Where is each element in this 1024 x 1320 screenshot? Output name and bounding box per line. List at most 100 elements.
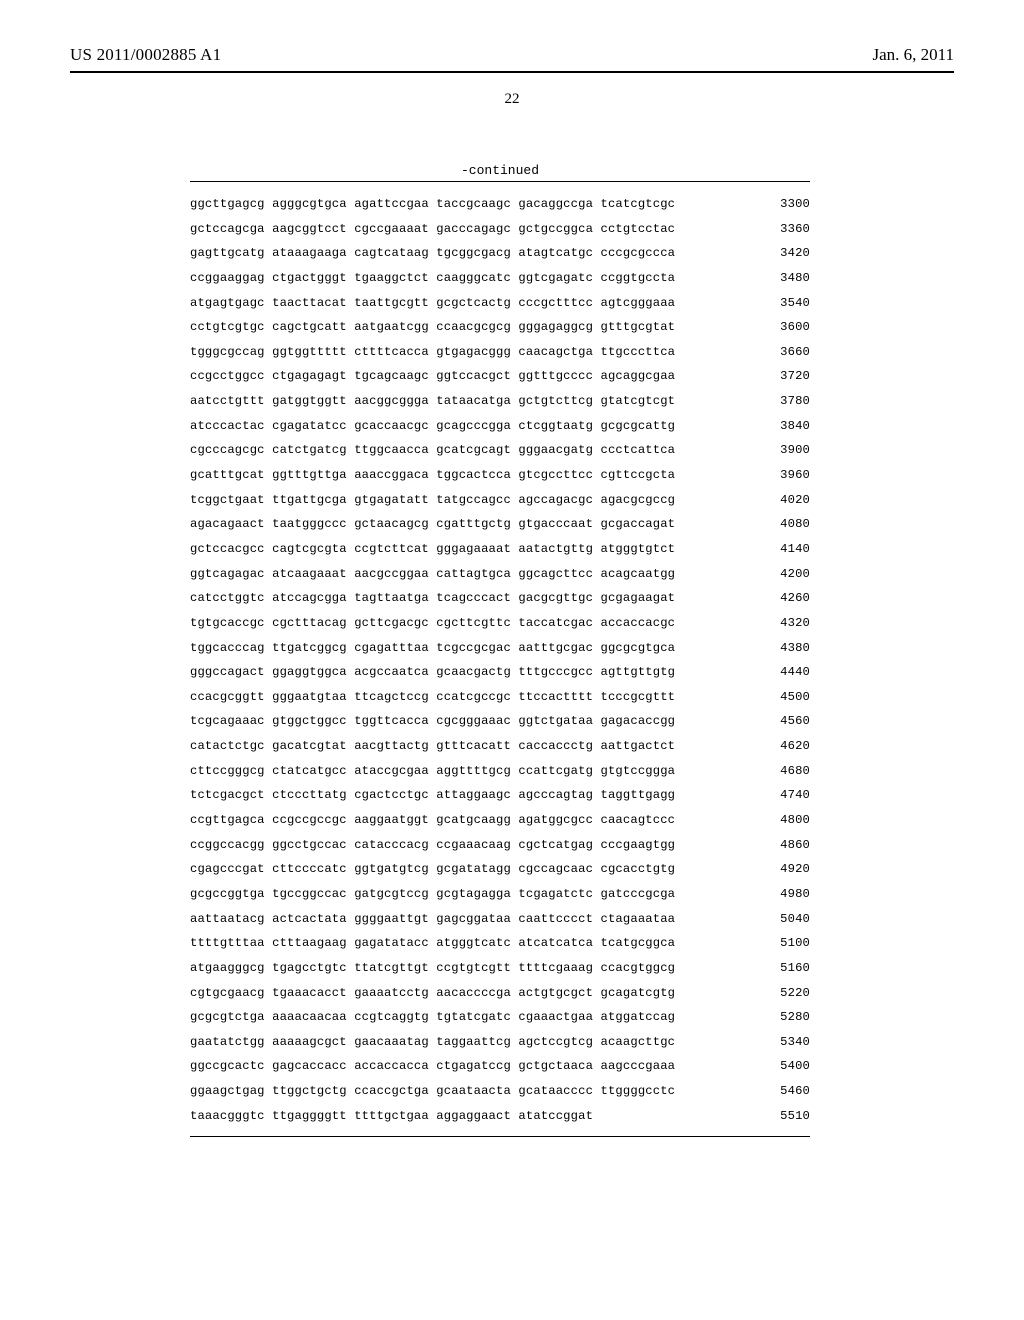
sequence-position: 4920	[740, 857, 810, 882]
sequence-text: tgggcgccag ggtggttttt cttttcacca gtgagac…	[190, 340, 675, 365]
sequence-position: 4140	[740, 537, 810, 562]
sequence-position: 3300	[740, 192, 810, 217]
sequence-position: 4560	[740, 709, 810, 734]
sequence-position: 3660	[740, 340, 810, 365]
sequence-row: catactctgc gacatcgtat aacgttactg gtttcac…	[190, 734, 810, 759]
sequence-position: 5100	[740, 931, 810, 956]
sequence-row: cctgtcgtgc cagctgcatt aatgaatcgg ccaacgc…	[190, 315, 810, 340]
sequence-row: ggtcagagac atcaagaaat aacgccggaa cattagt…	[190, 562, 810, 587]
sequence-position: 5340	[740, 1030, 810, 1055]
sequence-text: gagttgcatg ataaagaaga cagtcataag tgcggcg…	[190, 241, 675, 266]
sequence-row: gcgccggtga tgccggccac gatgcgtccg gcgtaga…	[190, 882, 810, 907]
sequence-row: gggccagact ggaggtggca acgccaatca gcaacga…	[190, 660, 810, 685]
sequence-position: 5280	[740, 1005, 810, 1030]
continued-label: -continued	[190, 163, 810, 178]
sequence-text: tctcgacgct ctcccttatg cgactcctgc attagga…	[190, 783, 675, 808]
sequence-position: 4080	[740, 512, 810, 537]
sequence-text: tcggctgaat ttgattgcga gtgagatatt tatgcca…	[190, 488, 675, 513]
sequence-text: gcatttgcat ggtttgttga aaaccggaca tggcact…	[190, 463, 675, 488]
sequence-position: 3480	[740, 266, 810, 291]
sequence-position: 5220	[740, 981, 810, 1006]
sequence-text: aattaatacg actcactata ggggaattgt gagcgga…	[190, 907, 675, 932]
sequence-position: 3540	[740, 291, 810, 316]
sequence-row: tcggctgaat ttgattgcga gtgagatatt tatgcca…	[190, 488, 810, 513]
sequence-row: cgagcccgat cttccccatc ggtgatgtcg gcgatat…	[190, 857, 810, 882]
sequence-text: ccggaaggag ctgactgggt tgaaggctct caagggc…	[190, 266, 675, 291]
sequence-text: cgagcccgat cttccccatc ggtgatgtcg gcgatat…	[190, 857, 675, 882]
sequence-row: gctccagcga aagcggtcct cgccgaaaat gacccag…	[190, 217, 810, 242]
sequence-text: tcgcagaaac gtggctggcc tggttcacca cgcggga…	[190, 709, 675, 734]
sequence-text: ccgttgagca ccgccgccgc aaggaatggt gcatgca…	[190, 808, 675, 833]
sequence-row: tctcgacgct ctcccttatg cgactcctgc attagga…	[190, 783, 810, 808]
sequence-position: 3360	[740, 217, 810, 242]
sequence-position: 4380	[740, 636, 810, 661]
sequence-position: 3900	[740, 438, 810, 463]
sequence-row: gcgcgtctga aaaacaacaa ccgtcaggtg tgtatcg…	[190, 1005, 810, 1030]
sequence-row: tggcacccag ttgatcggcg cgagatttaa tcgccgc…	[190, 636, 810, 661]
sequence-text: ggccgcactc gagcaccacc accaccacca ctgagat…	[190, 1054, 675, 1079]
header-rule	[70, 71, 954, 73]
sequence-text: ccgcctggcc ctgagagagt tgcagcaagc ggtccac…	[190, 364, 675, 389]
sequence-row: gagttgcatg ataaagaaga cagtcataag tgcggcg…	[190, 241, 810, 266]
sequence-position: 3420	[740, 241, 810, 266]
sequence-block: ggcttgagcg agggcgtgca agattccgaa taccgca…	[190, 192, 810, 1128]
sequence-text: gaatatctgg aaaaagcgct gaacaaatag taggaat…	[190, 1030, 675, 1055]
publication-number: US 2011/0002885 A1	[70, 45, 221, 65]
sequence-position: 5040	[740, 907, 810, 932]
sequence-text: atgagtgagc taacttacat taattgcgtt gcgctca…	[190, 291, 675, 316]
sequence-row: cttccgggcg ctatcatgcc ataccgcgaa aggtttt…	[190, 759, 810, 784]
page-header: US 2011/0002885 A1 Jan. 6, 2011	[70, 45, 954, 65]
sequence-position: 4980	[740, 882, 810, 907]
sequence-text: atgaagggcg tgagcctgtc ttatcgttgt ccgtgtc…	[190, 956, 675, 981]
sequence-position: 4860	[740, 833, 810, 858]
sequence-row: gctccacgcc cagtcgcgta ccgtcttcat gggagaa…	[190, 537, 810, 562]
sequence-text: gcgccggtga tgccggccac gatgcgtccg gcgtaga…	[190, 882, 675, 907]
sequence-text: gcgcgtctga aaaacaacaa ccgtcaggtg tgtatcg…	[190, 1005, 675, 1030]
sequence-text: cgcccagcgc catctgatcg ttggcaacca gcatcgc…	[190, 438, 675, 463]
sequence-text: ggcttgagcg agggcgtgca agattccgaa taccgca…	[190, 192, 675, 217]
sequence-position: 4620	[740, 734, 810, 759]
sequence-position: 3720	[740, 364, 810, 389]
sequence-position: 4500	[740, 685, 810, 710]
sequence-row: tcgcagaaac gtggctggcc tggttcacca cgcggga…	[190, 709, 810, 734]
sequence-text: atcccactac cgagatatcc gcaccaacgc gcagccc…	[190, 414, 675, 439]
sequence-position: 4440	[740, 660, 810, 685]
sequence-position: 5400	[740, 1054, 810, 1079]
sequence-text: ccggccacgg ggcctgccac catacccacg ccgaaac…	[190, 833, 675, 858]
sequence-row: agacagaact taatgggccc gctaacagcg cgatttg…	[190, 512, 810, 537]
sequence-position: 5510	[740, 1104, 810, 1129]
sequence-text: ttttgtttaa ctttaagaag gagatatacc atgggtc…	[190, 931, 675, 956]
sequence-text: gctccagcga aagcggtcct cgccgaaaat gacccag…	[190, 217, 675, 242]
sequence-row: atcccactac cgagatatcc gcaccaacgc gcagccc…	[190, 414, 810, 439]
sequence-row: tgggcgccag ggtggttttt cttttcacca gtgagac…	[190, 340, 810, 365]
sequence-row: cgtgcgaacg tgaaacacct gaaaatcctg aacaccc…	[190, 981, 810, 1006]
sequence-rule-top	[190, 181, 810, 182]
sequence-row: catcctggtc atccagcgga tagttaatga tcagccc…	[190, 586, 810, 611]
sequence-row: gcatttgcat ggtttgttga aaaccggaca tggcact…	[190, 463, 810, 488]
sequence-row: ggcttgagcg agggcgtgca agattccgaa taccgca…	[190, 192, 810, 217]
sequence-row: ccggccacgg ggcctgccac catacccacg ccgaaac…	[190, 833, 810, 858]
sequence-row: tgtgcaccgc cgctttacag gcttcgacgc cgcttcg…	[190, 611, 810, 636]
sequence-position: 4020	[740, 488, 810, 513]
sequence-text: catcctggtc atccagcgga tagttaatga tcagccc…	[190, 586, 675, 611]
page-number: 22	[70, 91, 954, 108]
sequence-row: ttttgtttaa ctttaagaag gagatatacc atgggtc…	[190, 931, 810, 956]
sequence-position: 4260	[740, 586, 810, 611]
sequence-row: aatcctgttt gatggtggtt aacggcggga tataaca…	[190, 389, 810, 414]
sequence-position: 5160	[740, 956, 810, 981]
sequence-text: ccacgcggtt gggaatgtaa ttcagctccg ccatcgc…	[190, 685, 675, 710]
sequence-row: cgcccagcgc catctgatcg ttggcaacca gcatcgc…	[190, 438, 810, 463]
sequence-text: catactctgc gacatcgtat aacgttactg gtttcac…	[190, 734, 675, 759]
sequence-text: tgtgcaccgc cgctttacag gcttcgacgc cgcttcg…	[190, 611, 675, 636]
page: US 2011/0002885 A1 Jan. 6, 2011 22 -cont…	[0, 0, 1024, 1320]
sequence-listing: -continued ggcttgagcg agggcgtgca agattcc…	[190, 163, 810, 1137]
sequence-text: ggtcagagac atcaagaaat aacgccggaa cattagt…	[190, 562, 675, 587]
sequence-position: 5460	[740, 1079, 810, 1104]
sequence-text: cgtgcgaacg tgaaacacct gaaaatcctg aacaccc…	[190, 981, 675, 1006]
sequence-row: ccacgcggtt gggaatgtaa ttcagctccg ccatcgc…	[190, 685, 810, 710]
sequence-rule-bottom	[190, 1136, 810, 1137]
sequence-text: cctgtcgtgc cagctgcatt aatgaatcgg ccaacgc…	[190, 315, 675, 340]
sequence-row: ccgcctggcc ctgagagagt tgcagcaagc ggtccac…	[190, 364, 810, 389]
sequence-position: 3840	[740, 414, 810, 439]
sequence-text: aatcctgttt gatggtggtt aacggcggga tataaca…	[190, 389, 675, 414]
